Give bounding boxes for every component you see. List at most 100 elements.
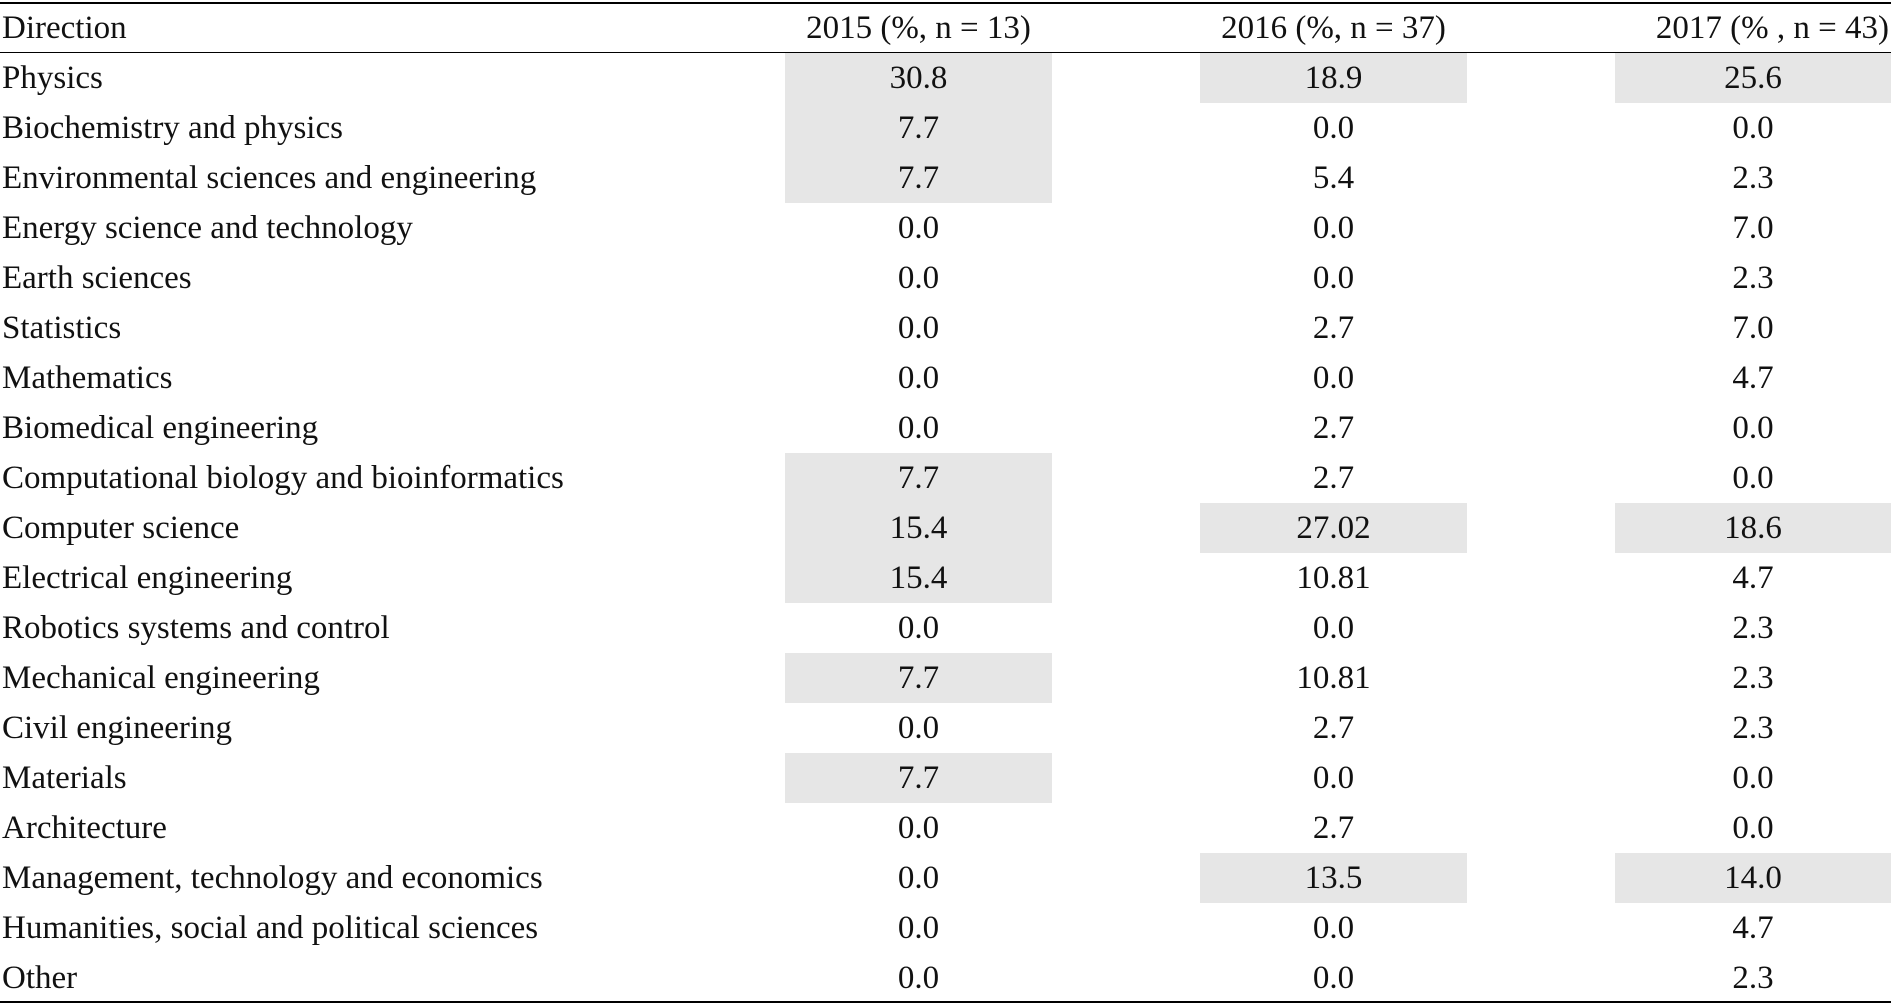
table-row: Mechanical engineering 7.7 10.81 2.3 xyxy=(0,653,1891,703)
table-row: Biomedical engineering 0.0 2.7 0.0 xyxy=(0,403,1891,453)
table-row: Computational biology and bioinformatics… xyxy=(0,453,1891,503)
header-2015: 2015 (%, n = 13) xyxy=(806,9,1031,46)
row-label: Mechanical engineering xyxy=(2,659,320,696)
value-cell-2015: 0.0 xyxy=(897,709,940,746)
value-cell-2017: 2.3 xyxy=(1732,959,1774,996)
row-label: Mathematics xyxy=(2,359,173,396)
row-label: Humanities, social and political science… xyxy=(2,909,539,946)
value-cell-2016: 10.81 xyxy=(1296,659,1371,696)
value-cell-2017: 18.6 xyxy=(1615,503,1891,553)
value-cell-2017: 4.7 xyxy=(1732,909,1774,946)
row-label: Architecture xyxy=(2,809,167,846)
table-row: Biochemistry and physics 7.7 0.0 0.0 xyxy=(0,103,1891,153)
header-2016: 2016 (%, n = 37) xyxy=(1221,9,1446,46)
table-row: Mathematics 0.0 0.0 4.7 xyxy=(0,353,1891,403)
row-label: Computational biology and bioinformatics xyxy=(2,459,564,496)
value-cell-2017: 2.3 xyxy=(1732,159,1774,196)
value-cell-2016: 18.9 xyxy=(1200,53,1467,103)
value-cell-2017: 0.0 xyxy=(1732,459,1774,496)
value-cell-2017: 0.0 xyxy=(1732,409,1774,446)
row-label: Management, technology and economics xyxy=(2,859,543,896)
table-row: Physics 30.8 18.9 25.6 xyxy=(0,53,1891,103)
table-header: Direction 2015 (%, n = 13) 2016 (%, n = … xyxy=(0,3,1891,53)
row-label: Electrical engineering xyxy=(2,559,293,596)
table-row: Robotics systems and control 0.0 0.0 2.3 xyxy=(0,603,1891,653)
row-label: Computer science xyxy=(2,509,240,546)
row-label: Other xyxy=(2,959,78,996)
value-cell-2016: 0.0 xyxy=(1312,609,1355,646)
table-row: Other 0.0 0.0 2.3 xyxy=(0,953,1891,1003)
value-cell-2016: 0.0 xyxy=(1312,909,1355,946)
table-row: Computer science 15.4 27.02 18.6 xyxy=(0,503,1891,553)
value-cell-2015: 0.0 xyxy=(897,309,940,346)
value-cell-2015: 7.7 xyxy=(785,153,1052,203)
value-cell-2015: 0.0 xyxy=(897,959,940,996)
value-cell-2016: 13.5 xyxy=(1200,853,1467,903)
header-2017: 2017 (% , n = 43) xyxy=(1655,9,1889,46)
value-cell-2015: 0.0 xyxy=(897,259,940,296)
value-cell-2015: 0.0 xyxy=(897,609,940,646)
value-cell-2015: 30.8 xyxy=(785,53,1052,103)
row-label: Energy science and technology xyxy=(2,209,413,246)
value-cell-2016: 2.7 xyxy=(1312,309,1355,346)
table-row: Materials 7.7 0.0 0.0 xyxy=(0,753,1891,803)
row-label: Statistics xyxy=(2,309,122,346)
value-cell-2017: 2.3 xyxy=(1732,259,1774,296)
value-cell-2016: 0.0 xyxy=(1312,259,1355,296)
value-cell-2016: 27.02 xyxy=(1200,503,1467,553)
value-cell-2016: 0.0 xyxy=(1312,759,1355,796)
row-label: Earth sciences xyxy=(2,259,192,296)
value-cell-2017: 2.3 xyxy=(1732,609,1774,646)
table-row: Civil engineering 0.0 2.7 2.3 xyxy=(0,703,1891,753)
table-row: Environmental sciences and engineering 7.… xyxy=(0,153,1891,203)
value-cell-2015: 7.7 xyxy=(785,103,1052,153)
value-cell-2015: 0.0 xyxy=(897,409,940,446)
table-row: Management, technology and economics 0.0 1… xyxy=(0,853,1891,903)
table-row: Energy science and technology 0.0 0.0 7.0 xyxy=(0,203,1891,253)
header-direction: Direction xyxy=(2,9,127,46)
value-cell-2017: 7.0 xyxy=(1732,209,1774,246)
value-cell-2016: 2.7 xyxy=(1312,709,1355,746)
value-cell-2016: 2.7 xyxy=(1312,809,1355,846)
value-cell-2016: 10.81 xyxy=(1296,559,1371,596)
value-cell-2017: 2.3 xyxy=(1732,659,1774,696)
value-cell-2015: 0.0 xyxy=(897,209,940,246)
row-label: Biomedical engineering xyxy=(2,409,319,446)
table-row: Electrical engineering 15.4 10.81 4.7 xyxy=(0,553,1891,603)
row-label: Materials xyxy=(2,759,127,796)
table-row: Statistics 0.0 2.7 7.0 xyxy=(0,303,1891,353)
value-cell-2017: 25.6 xyxy=(1615,53,1891,103)
value-cell-2015: 0.0 xyxy=(897,909,940,946)
table-row: Earth sciences 0.0 0.0 2.3 xyxy=(0,253,1891,303)
value-cell-2017: 7.0 xyxy=(1732,309,1774,346)
row-label: Physics xyxy=(2,59,103,96)
value-cell-2016: 0.0 xyxy=(1312,959,1355,996)
value-cell-2017: 0.0 xyxy=(1732,759,1774,796)
bottom-rule xyxy=(0,1001,1891,1003)
value-cell-2017: 4.7 xyxy=(1732,359,1774,396)
table-row: Humanities, social and political science… xyxy=(0,903,1891,953)
row-label: Robotics systems and control xyxy=(2,609,390,646)
header-rule xyxy=(0,52,1891,53)
row-label: Environmental sciences and engineering xyxy=(2,159,537,196)
value-cell-2016: 5.4 xyxy=(1312,159,1355,196)
value-cell-2015: 7.7 xyxy=(785,453,1052,503)
value-cell-2017: 2.3 xyxy=(1732,709,1774,746)
value-cell-2015: 0.0 xyxy=(897,809,940,846)
value-cell-2017: 14.0 xyxy=(1615,853,1891,903)
value-cell-2015: 15.4 xyxy=(785,553,1052,603)
row-label: Civil engineering xyxy=(2,709,233,746)
value-cell-2015: 7.7 xyxy=(785,753,1052,803)
value-cell-2017: 0.0 xyxy=(1732,109,1774,146)
row-label: Biochemistry and physics xyxy=(2,109,343,146)
value-cell-2015: 0.0 xyxy=(897,859,940,896)
value-cell-2016: 2.7 xyxy=(1312,459,1355,496)
value-cell-2015: 0.0 xyxy=(897,359,940,396)
value-cell-2015: 7.7 xyxy=(785,653,1052,703)
value-cell-2016: 0.0 xyxy=(1312,359,1355,396)
value-cell-2016: 0.0 xyxy=(1312,209,1355,246)
top-rule xyxy=(0,2,1891,4)
table-row: Architecture 0.0 2.7 0.0 xyxy=(0,803,1891,853)
value-cell-2016: 0.0 xyxy=(1312,109,1355,146)
value-cell-2016: 2.7 xyxy=(1312,409,1355,446)
